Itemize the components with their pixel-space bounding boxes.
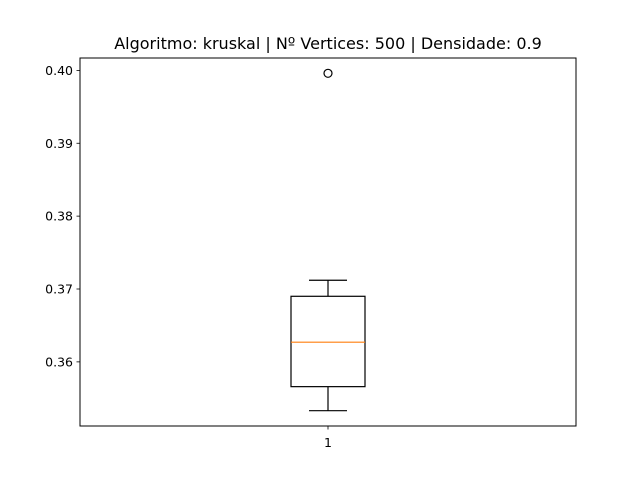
outlier-point <box>323 68 333 78</box>
y-axis: 0.36 0.37 0.38 0.39 0.40 <box>45 63 80 369</box>
y-tick-label: 0.38 <box>45 209 73 224</box>
x-tick-label: 1 <box>324 435 332 450</box>
chart-title: Algoritmo: kruskal | Nº Vertices: 500 | … <box>114 34 542 53</box>
box-group <box>290 68 366 412</box>
box-series <box>290 68 366 412</box>
box-iqr <box>290 295 366 388</box>
y-tick-label: 0.36 <box>45 354 73 369</box>
y-tick-label: 0.39 <box>45 136 73 151</box>
y-tick-label: 0.37 <box>45 282 73 297</box>
x-axis: 1 <box>324 426 332 450</box>
y-tick-label: 0.40 <box>45 63 73 78</box>
